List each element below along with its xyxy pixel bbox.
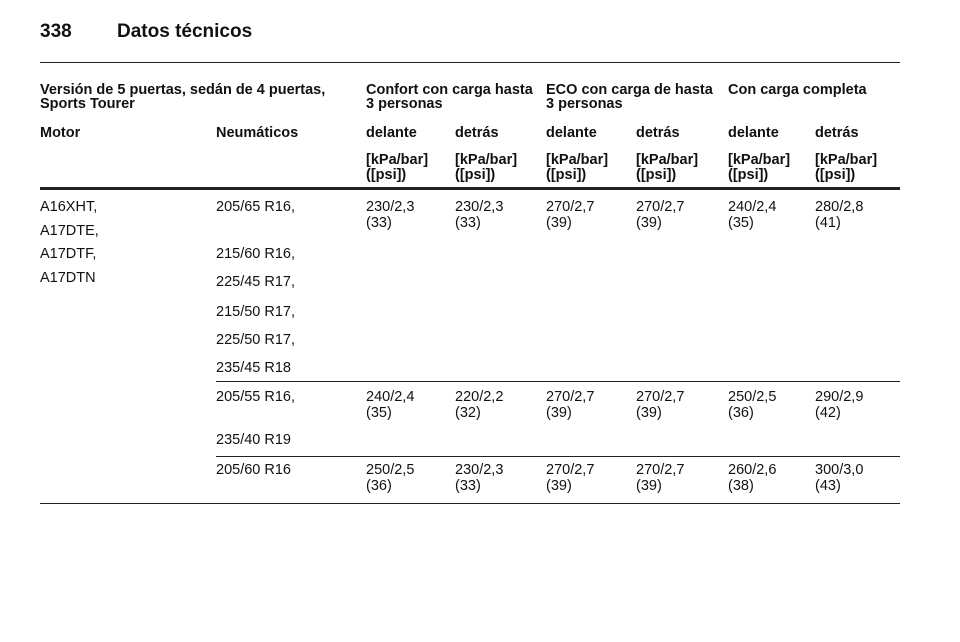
pressure: (36) bbox=[728, 405, 754, 421]
rule bbox=[40, 62, 900, 63]
pressure: (32) bbox=[455, 405, 481, 421]
pressure: (43) bbox=[815, 478, 841, 494]
column-header: delante bbox=[728, 125, 779, 141]
pressure: (36) bbox=[366, 478, 392, 494]
page-number: 338 bbox=[40, 21, 72, 42]
group-header: Sports Tourer bbox=[40, 96, 135, 112]
pressure: (39) bbox=[636, 478, 662, 494]
pressure: 240/2,4 bbox=[728, 199, 777, 215]
group-header: 3 personas bbox=[546, 96, 623, 112]
pressure: 270/2,7 bbox=[546, 199, 595, 215]
rule bbox=[216, 456, 900, 457]
group-header: ECO con carga de hasta bbox=[546, 82, 713, 98]
tire: 215/60 R16, bbox=[216, 246, 296, 262]
column-header: Motor bbox=[40, 125, 81, 141]
rule bbox=[40, 187, 900, 190]
pressure: (39) bbox=[636, 215, 662, 231]
unit-header: ([psi]) bbox=[455, 167, 496, 183]
column-header: delante bbox=[546, 125, 597, 141]
pressure: (38) bbox=[728, 478, 754, 494]
pressure: (39) bbox=[546, 215, 572, 231]
column-header: detrás bbox=[815, 125, 859, 141]
unit-header: [kPa/bar] bbox=[546, 152, 609, 168]
pressure: (41) bbox=[815, 215, 841, 231]
pressure: 240/2,4 bbox=[366, 389, 415, 405]
column-header: detrás bbox=[455, 125, 499, 141]
pressure: (39) bbox=[546, 405, 572, 421]
pressure: (35) bbox=[366, 405, 392, 421]
tire: 205/55 R16, bbox=[216, 389, 296, 405]
pressure: 290/2,9 bbox=[815, 389, 864, 405]
pressure: (33) bbox=[455, 215, 481, 231]
unit-header: [kPa/bar] bbox=[728, 152, 791, 168]
tire: 225/50 R17, bbox=[216, 332, 296, 348]
column-header: detrás bbox=[636, 125, 680, 141]
tire: 205/65 R16, bbox=[216, 199, 296, 215]
group-header: Versión de 5 puertas, sedán de 4 puertas… bbox=[40, 82, 326, 98]
unit-header: [kPa/bar] bbox=[815, 152, 878, 168]
group-header: Con carga completa bbox=[728, 82, 867, 98]
tire: 235/40 R19 bbox=[216, 432, 291, 448]
pressure: (42) bbox=[815, 405, 841, 421]
tire: 205/60 R16 bbox=[216, 462, 291, 478]
column-header: Neumáticos bbox=[216, 125, 299, 141]
pressure: (35) bbox=[728, 215, 754, 231]
pressure: 280/2,8 bbox=[815, 199, 864, 215]
pressure: 270/2,7 bbox=[636, 389, 685, 405]
column-header: delante bbox=[366, 125, 417, 141]
pressure: 220/2,2 bbox=[455, 389, 504, 405]
unit-header: ([psi]) bbox=[815, 167, 856, 183]
pressure: (39) bbox=[546, 478, 572, 494]
unit-header: [kPa/bar] bbox=[636, 152, 699, 168]
pressure: 270/2,7 bbox=[546, 389, 595, 405]
unit-header: ([psi]) bbox=[546, 167, 587, 183]
unit-header: [kPa/bar] bbox=[366, 152, 429, 168]
unit-header: ([psi]) bbox=[636, 167, 677, 183]
motor: A16XHT, bbox=[40, 199, 98, 215]
group-header: 3 personas bbox=[366, 96, 443, 112]
group-header: Confort con carga hasta bbox=[366, 82, 533, 98]
pressure: 230/2,3 bbox=[455, 462, 504, 478]
pressure: 270/2,7 bbox=[546, 462, 595, 478]
pressure: 250/2,5 bbox=[728, 389, 777, 405]
unit-header: ([psi]) bbox=[728, 167, 769, 183]
page-title: Datos técnicos bbox=[117, 21, 253, 42]
motor: A17DTF, bbox=[40, 246, 97, 262]
unit-header: [kPa/bar] bbox=[455, 152, 518, 168]
pressure: 300/3,0 bbox=[815, 462, 864, 478]
pressure: 270/2,7 bbox=[636, 462, 685, 478]
motor: A17DTE, bbox=[40, 222, 99, 239]
pressure: 230/2,3 bbox=[455, 199, 504, 215]
pressure: 250/2,5 bbox=[366, 462, 415, 478]
tire: 235/45 R18 bbox=[216, 360, 291, 376]
pressure: (33) bbox=[366, 215, 392, 231]
rule bbox=[216, 381, 900, 382]
motor: A17DTN bbox=[40, 269, 96, 286]
pressure: 270/2,7 bbox=[636, 199, 685, 215]
pressure: (33) bbox=[455, 478, 481, 494]
unit-header: ([psi]) bbox=[366, 167, 407, 183]
rule bbox=[40, 503, 900, 504]
pressure: 230/2,3 bbox=[366, 199, 415, 215]
pressure: 260/2,6 bbox=[728, 462, 777, 478]
pressure: (39) bbox=[636, 405, 662, 421]
tire: 215/50 R17, bbox=[216, 304, 296, 320]
tire: 225/45 R17, bbox=[216, 274, 296, 290]
